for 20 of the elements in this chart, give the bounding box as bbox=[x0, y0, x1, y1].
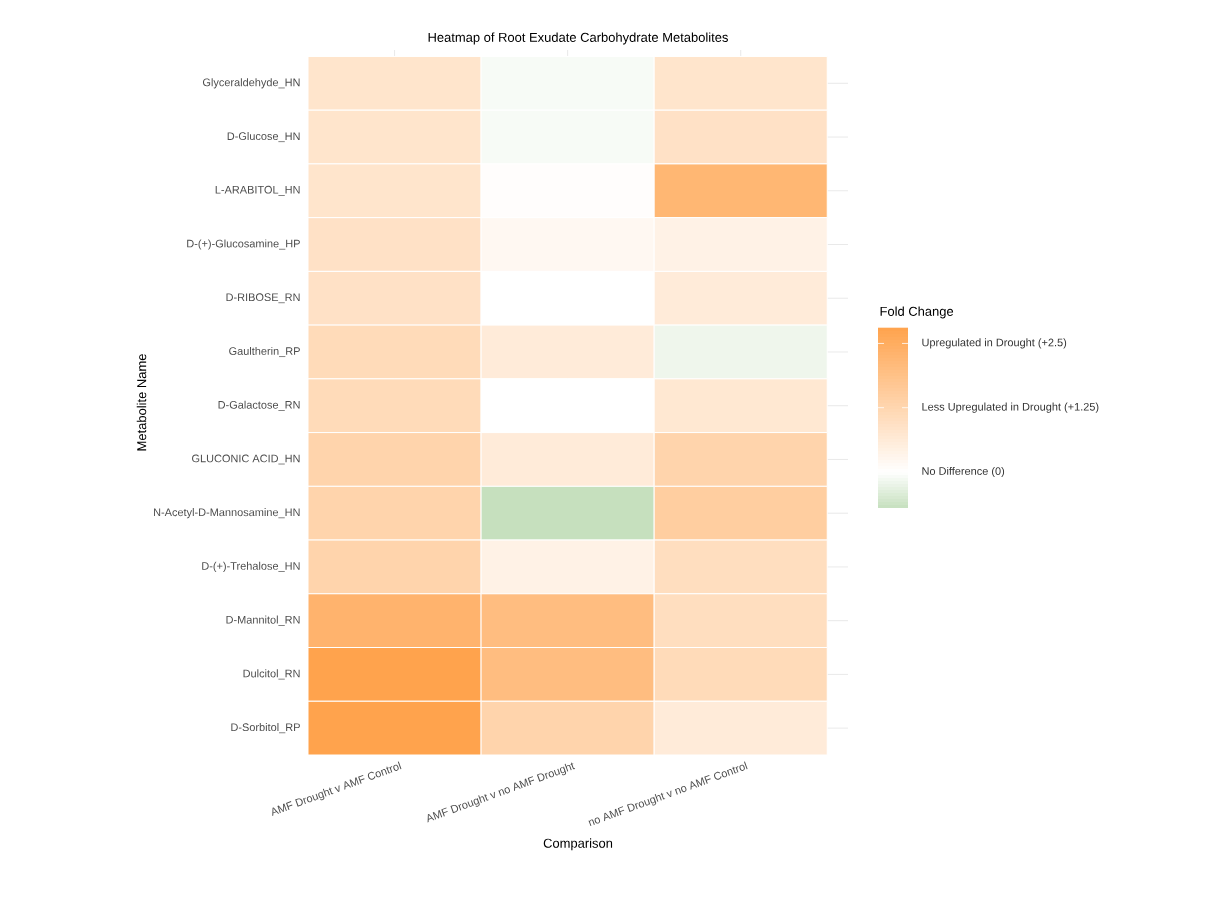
color-bar-title: Fold Change bbox=[880, 306, 954, 319]
y-tick-label: N-Acetyl-D-Mannosamine_HN bbox=[154, 508, 300, 519]
y-tick-label: D-Sorbitol_RP bbox=[231, 723, 300, 734]
chart-title: Heatmap of Root Exudate Carbohydrate Metabolites bbox=[428, 32, 728, 45]
y-tick-label: D-Galactose_RN bbox=[218, 400, 300, 411]
y-tick-label: L-ARABITOL_HN bbox=[215, 185, 300, 196]
color-bar-label: Less Upregulated in Drought (+1.25) bbox=[922, 402, 1099, 413]
y-axis-title: Metabolite Name bbox=[136, 354, 147, 451]
y-tick-label: D-Glucose_HN bbox=[227, 131, 300, 143]
y-tick-label: D-(+)-Glucosamine_HP bbox=[187, 239, 300, 250]
y-tick-label: D-Mannitol_RN bbox=[226, 615, 300, 626]
y-tick-label: GLUCONIC ACID_HN bbox=[192, 454, 300, 465]
color-bar-label: Upregulated in Drought (+2.5) bbox=[922, 338, 1067, 349]
color-bar-label: No Difference (0) bbox=[922, 466, 1005, 478]
y-tick-label: D-(+)-Trehalose_HN bbox=[202, 561, 300, 573]
y-tick-label: Gaultherin_RP bbox=[229, 346, 300, 358]
x-axis-title: Comparison bbox=[543, 838, 613, 851]
y-tick-label: D-RIBOSE_RN bbox=[226, 293, 300, 304]
y-tick-label: Glyceraldehyde_HN bbox=[202, 78, 300, 89]
y-tick-label: Dulcitol_RN bbox=[243, 669, 300, 680]
